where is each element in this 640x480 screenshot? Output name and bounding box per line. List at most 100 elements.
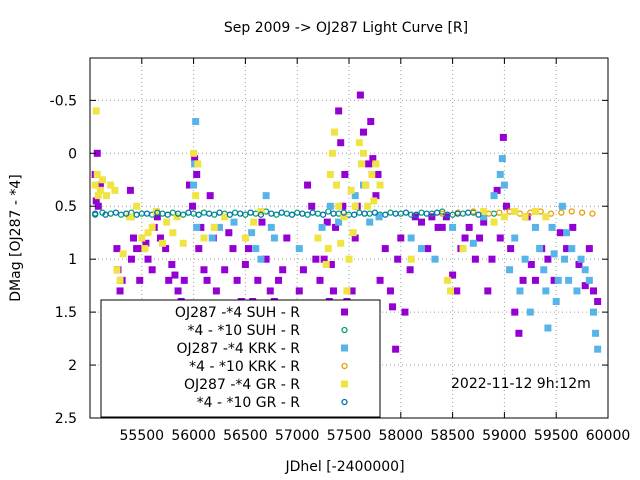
y-tick-label: 2.5 — [55, 411, 77, 427]
data-point — [143, 210, 151, 217]
data-point — [372, 160, 380, 168]
data-point — [507, 245, 515, 253]
data-point — [568, 208, 575, 215]
x-tick-label: 57000 — [275, 428, 320, 444]
data-point — [233, 276, 241, 284]
data-point — [318, 223, 326, 231]
data-point — [216, 209, 223, 216]
data-point — [401, 308, 409, 316]
data-point — [250, 218, 258, 226]
data-point — [361, 210, 368, 217]
data-point — [407, 234, 415, 242]
data-point — [550, 276, 558, 284]
data-point — [573, 287, 581, 295]
data-point — [295, 287, 303, 295]
data-point — [515, 329, 523, 337]
data-point — [351, 211, 358, 218]
data-point — [475, 211, 482, 218]
data-point — [374, 170, 382, 178]
data-point — [133, 202, 141, 210]
data-point — [560, 255, 568, 263]
data-point — [347, 186, 355, 194]
legend-entry-label: OJ287 -*4 GR - R — [184, 377, 300, 393]
data-point — [241, 234, 249, 242]
data-point — [438, 223, 446, 231]
legend-box — [100, 299, 381, 418]
data-point — [230, 218, 238, 226]
data-point — [402, 209, 410, 216]
data-point — [349, 229, 357, 237]
data-point — [148, 223, 156, 231]
data-point — [531, 276, 539, 284]
data-point — [369, 155, 377, 163]
data-point — [340, 209, 347, 216]
data-point — [142, 239, 150, 247]
data-point — [362, 181, 370, 189]
data-point — [107, 181, 115, 189]
data-point — [376, 181, 384, 189]
data-point — [262, 192, 270, 200]
y-tick-label: 2 — [68, 358, 77, 374]
data-point — [511, 308, 519, 316]
data-point — [519, 276, 527, 284]
data-point — [360, 149, 368, 157]
data-point — [154, 209, 161, 216]
data-point — [339, 202, 347, 210]
data-point — [153, 213, 161, 221]
data-point — [103, 192, 111, 200]
data-point — [368, 170, 376, 178]
data-point — [366, 218, 374, 226]
legend-marker — [341, 362, 348, 370]
data-point — [127, 255, 135, 263]
data-point — [326, 202, 334, 210]
data-point — [308, 202, 316, 210]
data-point — [94, 192, 102, 200]
data-point — [208, 234, 216, 242]
data-point — [329, 287, 337, 295]
data-point — [197, 223, 205, 231]
data-point — [585, 245, 593, 253]
data-point — [323, 218, 331, 226]
data-point — [578, 209, 586, 216]
data-point — [351, 192, 359, 200]
data-point — [469, 239, 477, 247]
data-point — [392, 210, 399, 217]
data-point — [152, 208, 160, 216]
data-point — [193, 223, 201, 231]
data-point — [496, 170, 504, 178]
data-point — [270, 234, 278, 242]
legend-marker — [341, 398, 348, 406]
data-point — [371, 209, 379, 216]
data-point — [165, 276, 173, 284]
data-point — [370, 197, 378, 205]
data-point — [594, 345, 602, 353]
data-point — [386, 287, 394, 295]
data-point — [544, 324, 552, 332]
data-point — [156, 234, 164, 242]
data-point — [502, 202, 510, 210]
data-point — [568, 245, 576, 253]
data-point — [526, 308, 534, 316]
data-point — [454, 210, 461, 217]
data-point — [407, 255, 415, 263]
data-point — [348, 287, 356, 295]
data-point — [195, 211, 202, 218]
legend-marker — [341, 380, 348, 388]
data-point — [531, 223, 539, 231]
y-tick-label: 0 — [68, 146, 77, 162]
x-tick-label: 59000 — [482, 428, 527, 444]
data-point — [319, 211, 327, 218]
data-point — [252, 245, 260, 253]
y-tick-label: -0.5 — [50, 93, 77, 109]
data-point — [453, 287, 461, 295]
data-point — [418, 218, 426, 226]
data-point — [92, 210, 99, 217]
data-point — [499, 133, 507, 141]
legend-entry-label: *4 - *10 KRK - R — [189, 359, 300, 375]
data-point — [461, 234, 469, 242]
data-point — [552, 298, 560, 306]
y-tick-label: 0.5 — [55, 199, 77, 215]
data-point — [171, 271, 179, 279]
data-point — [394, 255, 402, 263]
data-point — [531, 208, 539, 216]
